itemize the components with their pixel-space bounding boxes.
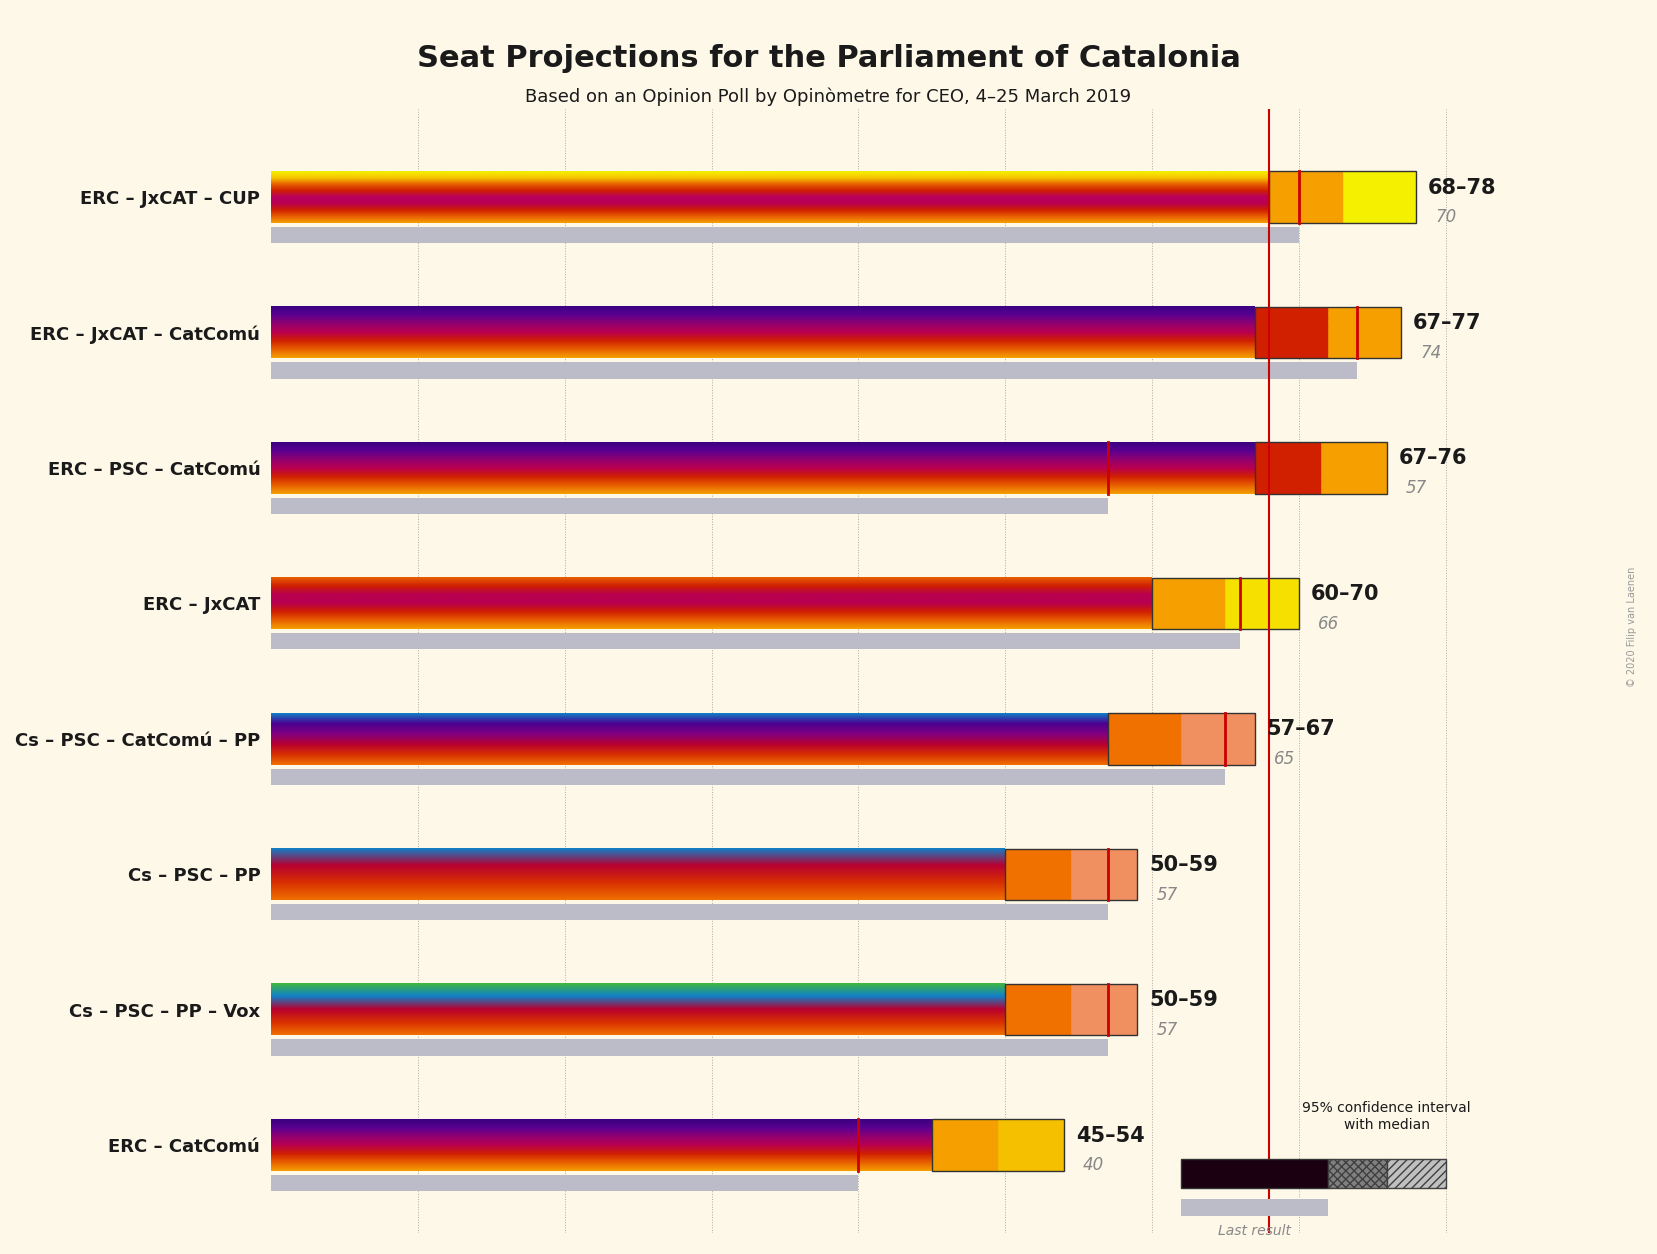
Bar: [1152, 578, 1226, 630]
Bar: [1072, 984, 1137, 1036]
Bar: [1109, 714, 1181, 765]
Bar: [272, 904, 1109, 920]
Bar: [1254, 307, 1329, 359]
Bar: [1109, 714, 1181, 765]
Bar: [1006, 984, 1072, 1036]
Text: 57: 57: [1157, 1021, 1178, 1040]
Bar: [1006, 849, 1072, 900]
Bar: [1181, 714, 1254, 765]
Bar: [1006, 849, 1072, 900]
Bar: [272, 769, 1226, 785]
Bar: [1269, 172, 1342, 223]
Bar: [1072, 849, 1137, 900]
Text: 67–77: 67–77: [1413, 314, 1481, 334]
Bar: [1006, 984, 1137, 1036]
Text: 45–54: 45–54: [1075, 1126, 1145, 1146]
Text: 66: 66: [1317, 614, 1339, 633]
Bar: [1181, 1159, 1329, 1189]
Bar: [1181, 714, 1254, 765]
Text: Seat Projections for the Parliament of Catalonia: Seat Projections for the Parliament of C…: [416, 44, 1241, 73]
Bar: [1254, 443, 1321, 494]
Bar: [272, 1040, 1109, 1056]
Text: 57: 57: [1405, 479, 1427, 498]
Bar: [1152, 578, 1299, 630]
Bar: [1109, 714, 1254, 765]
Bar: [998, 1120, 1064, 1171]
Text: 74: 74: [1420, 344, 1442, 362]
Bar: [1152, 578, 1226, 630]
Bar: [1329, 307, 1402, 359]
Bar: [1254, 443, 1387, 494]
Bar: [272, 633, 1239, 650]
Bar: [1269, 172, 1417, 223]
Bar: [1072, 984, 1137, 1036]
Bar: [1226, 578, 1299, 630]
Text: 60–70: 60–70: [1311, 584, 1379, 604]
Bar: [1269, 172, 1342, 223]
Text: Last result: Last result: [1218, 1224, 1291, 1238]
Bar: [931, 1120, 998, 1171]
Text: 70: 70: [1435, 208, 1457, 227]
Text: 50–59: 50–59: [1148, 855, 1218, 875]
Bar: [1387, 1159, 1445, 1189]
Bar: [1342, 172, 1417, 223]
Bar: [1006, 984, 1072, 1036]
Bar: [1342, 172, 1417, 223]
Text: © 2020 Filip van Laenen: © 2020 Filip van Laenen: [1627, 567, 1637, 687]
Bar: [1321, 443, 1387, 494]
Bar: [272, 1175, 858, 1191]
Text: 95% confidence interval
with median: 95% confidence interval with median: [1302, 1101, 1471, 1131]
Bar: [998, 1120, 1064, 1171]
Bar: [1329, 307, 1402, 359]
Bar: [272, 498, 1109, 514]
Text: 68–78: 68–78: [1428, 178, 1496, 198]
Text: 57: 57: [1157, 885, 1178, 904]
Bar: [1321, 443, 1387, 494]
Text: 40: 40: [1084, 1156, 1104, 1175]
Bar: [1006, 849, 1137, 900]
Bar: [1072, 849, 1137, 900]
Bar: [272, 362, 1357, 379]
Text: Based on an Opinion Poll by Opinòmetre for CEO, 4–25 March 2019: Based on an Opinion Poll by Opinòmetre f…: [525, 88, 1132, 107]
Text: 57–67: 57–67: [1266, 720, 1336, 740]
Bar: [1181, 1199, 1329, 1215]
Bar: [931, 1120, 998, 1171]
Bar: [1254, 443, 1321, 494]
Bar: [272, 227, 1299, 243]
Bar: [1329, 1159, 1387, 1189]
Text: 67–76: 67–76: [1399, 449, 1466, 469]
Text: 50–59: 50–59: [1148, 991, 1218, 1011]
Bar: [1226, 578, 1299, 630]
Text: 65: 65: [1274, 750, 1296, 769]
Bar: [931, 1120, 1064, 1171]
Bar: [1254, 307, 1329, 359]
Bar: [1254, 307, 1402, 359]
